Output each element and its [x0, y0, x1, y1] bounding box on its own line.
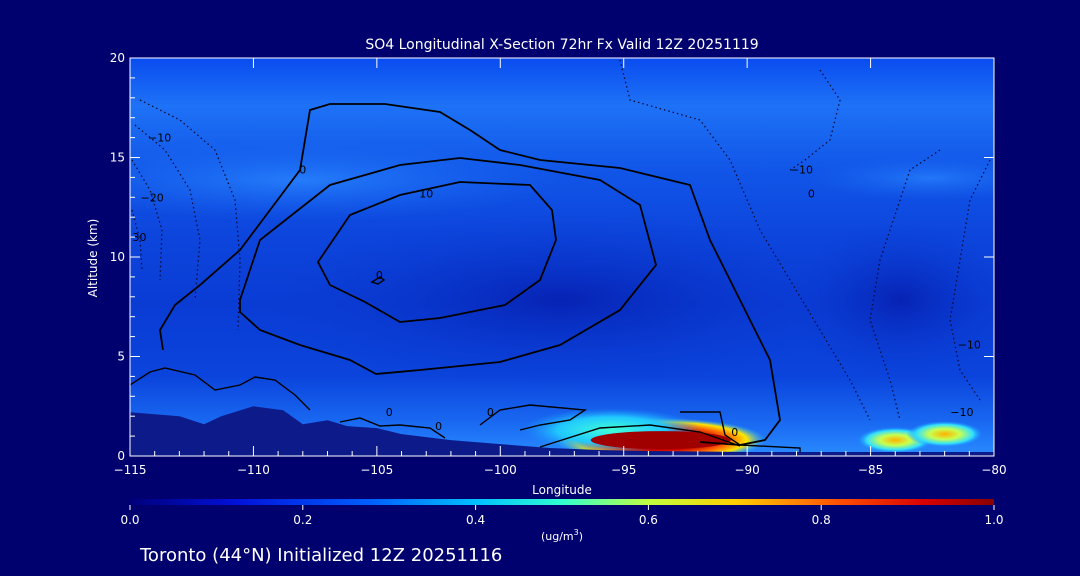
contour-dot-inner [370, 276, 386, 285]
contour-label: 0 [731, 426, 738, 439]
contour-label: 0 [808, 187, 815, 200]
contour-labels: 0 10 0 0 0 0 0 0 −10 −20 −30 −10 −10 −10 [123, 132, 981, 440]
contour-label: −20 [141, 191, 164, 204]
plume-core [590, 431, 731, 450]
x-tick-label: −80 [981, 463, 1006, 477]
y-tick-label: 10 [110, 250, 125, 264]
y-axis-label: Altitude (km) [86, 219, 100, 298]
x-tick-label: −115 [114, 463, 147, 477]
contour-label: 0 [386, 406, 393, 419]
contour-label: −10 [790, 163, 813, 176]
colorbar-unit-base: (ug/m [541, 530, 574, 543]
plot-area: 0 10 0 0 0 0 0 0 −10 −20 −30 −10 −10 −10 [123, 58, 994, 456]
colorbar-tick-label: 0.2 [293, 513, 312, 527]
contour-label: 10 [419, 187, 433, 200]
colorbar-unit-label: (ug/m3) [541, 528, 583, 543]
contour-label: 0 [376, 269, 383, 282]
x-tick-label: −95 [611, 463, 636, 477]
colorbar-unit-end: ) [579, 530, 583, 543]
y-tick-label: 15 [110, 151, 125, 165]
x-tick-label: −90 [734, 463, 759, 477]
x-tick-label: −100 [484, 463, 517, 477]
dotted-contour-1 [139, 99, 241, 331]
colorbar-tick-label: 0.0 [120, 513, 139, 527]
x-tick-label: −110 [237, 463, 270, 477]
contour-label: 0 [299, 163, 306, 176]
dotted-contours [131, 59, 991, 421]
colorbar-tick-label: 1.0 [984, 513, 1003, 527]
x-axis: −115 −110 −105 −100 −95 −90 −85 −80 [114, 58, 1007, 477]
contour-0-outer [159, 103, 781, 446]
contour-0-east [680, 411, 801, 452]
contour-label: −30 [123, 231, 146, 244]
chart-title: SO4 Longitudinal X-Section 72hr Fx Valid… [365, 37, 758, 53]
contours [130, 103, 801, 452]
light-band-right [810, 156, 994, 200]
contour-10 [239, 157, 657, 375]
y-tick-label: 20 [110, 51, 125, 65]
dark-region-center [260, 210, 860, 390]
dotted-contour-8 [949, 159, 991, 401]
x-tick-label: −105 [360, 463, 393, 477]
contour-0-lower [479, 404, 588, 431]
y-tick-label: 5 [117, 350, 125, 364]
dotted-contour-4 [131, 209, 143, 271]
contour-label: 0 [487, 406, 494, 419]
dotted-contour-7 [869, 149, 941, 421]
contour-label: 0 [435, 420, 442, 433]
x-tick-label: −85 [858, 463, 883, 477]
colorbar-unit-sup: 3 [574, 528, 579, 537]
dotted-contour-6 [789, 69, 841, 171]
dotted-contour-2 [134, 124, 201, 301]
y-axis: 0 5 10 15 20 [110, 51, 994, 463]
contour-label: −10 [950, 406, 973, 419]
colorbar-tick-label: 0.8 [812, 513, 831, 527]
contour-0-edge [130, 367, 311, 411]
contour-inner [316, 181, 557, 323]
contour-0-west [339, 417, 446, 439]
x-axis-label: Longitude [532, 483, 592, 497]
colorbar-ticks: 0.0 0.2 0.4 0.6 0.8 1.0 [120, 505, 1004, 527]
hotspot [906, 421, 983, 448]
contour-label: −10 [958, 339, 981, 352]
colorbar-tick-label: 0.4 [466, 513, 485, 527]
colorbar: 0.0 0.2 0.4 0.6 0.8 1.0 (ug/m3) [120, 499, 1004, 543]
contour-label: −10 [148, 132, 171, 145]
colorbar-tick-label: 0.6 [639, 513, 658, 527]
contour-0-plume [539, 424, 741, 448]
terrain [130, 406, 994, 456]
y-tick-label: 0 [117, 449, 125, 463]
caption: Toronto (44°N) Initialized 12Z 20251116 [139, 545, 502, 566]
dark-region-right [780, 220, 994, 380]
colorbar-scale [130, 499, 994, 505]
